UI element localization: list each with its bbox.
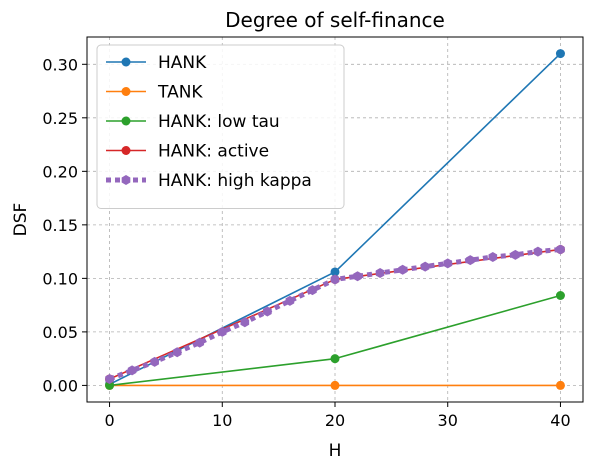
data-point — [533, 246, 543, 257]
series-5 — [105, 244, 565, 384]
legend-marker — [121, 146, 131, 155]
legend-marker — [121, 116, 131, 126]
data-point — [556, 244, 565, 255]
x-axis-title: H — [329, 441, 342, 461]
data-point — [555, 290, 565, 300]
data-point — [172, 347, 182, 358]
data-point — [105, 373, 114, 384]
y-tick-label: 0.20 — [42, 162, 78, 181]
legend: HANK TANK HANK: low tau HANK: active HANK: h… — [96, 44, 345, 209]
legend-label: HANK: high kappa — [158, 171, 312, 191]
data-point — [263, 306, 272, 317]
legend-entry-4: HANK: active — [106, 142, 269, 162]
data-point — [285, 295, 295, 306]
x-tick-label: 0 — [104, 411, 114, 430]
data-point — [330, 380, 340, 390]
chart-title: Degree of self-finance — [225, 8, 445, 32]
data-point — [150, 356, 159, 367]
legend-entry-3: HANK: low tau — [106, 112, 280, 132]
x-tick-label: 30 — [438, 411, 458, 430]
data-point — [330, 267, 340, 277]
data-point — [127, 365, 137, 376]
series-3 — [105, 290, 565, 390]
legend-label: TANK — [157, 83, 203, 103]
data-point — [330, 354, 340, 364]
legend-entry-2: TANK — [106, 83, 203, 103]
data-point — [420, 261, 430, 272]
y-tick-label: 0.15 — [42, 216, 78, 235]
data-point — [398, 264, 407, 275]
data-point — [353, 271, 362, 282]
data-point — [240, 317, 250, 328]
data-point — [488, 251, 498, 262]
data-point — [465, 255, 475, 266]
axis-ticks: 0 10 20 30 40 0.00 0.05 0.10 0.15 0.20 0.25 0.30 — [42, 55, 570, 430]
data-point — [195, 337, 205, 348]
legend-entry-1: HANK — [106, 53, 207, 73]
data-point — [443, 258, 453, 269]
legend-label: HANK: low tau — [158, 112, 280, 132]
x-tick-label: 40 — [550, 411, 570, 430]
y-tick-label: 0.10 — [42, 269, 78, 288]
legend-label: HANK — [158, 53, 207, 73]
y-tick-label: 0.30 — [42, 55, 78, 74]
legend-marker — [121, 87, 131, 96]
y-tick-label: 0.25 — [42, 109, 78, 128]
y-tick-label: 0.05 — [42, 323, 78, 342]
x-tick-label: 10 — [212, 411, 232, 430]
data-point — [511, 249, 520, 260]
y-tick-label: 0.00 — [42, 376, 78, 395]
data-point — [217, 326, 227, 337]
data-point — [555, 49, 565, 59]
data-point — [105, 380, 115, 390]
x-tick-label: 20 — [325, 411, 345, 430]
y-axis-title: DSF — [11, 203, 31, 237]
data-point — [330, 274, 340, 285]
legend-box — [96, 44, 345, 209]
legend-marker — [121, 175, 131, 185]
series-layer — [105, 49, 565, 390]
legend-marker — [121, 57, 131, 67]
legend-entry-5: HANK: high kappa — [106, 171, 312, 191]
legend-label: HANK: active — [158, 142, 269, 162]
data-point — [308, 285, 317, 296]
data-point — [375, 268, 385, 279]
data-point — [555, 380, 565, 390]
